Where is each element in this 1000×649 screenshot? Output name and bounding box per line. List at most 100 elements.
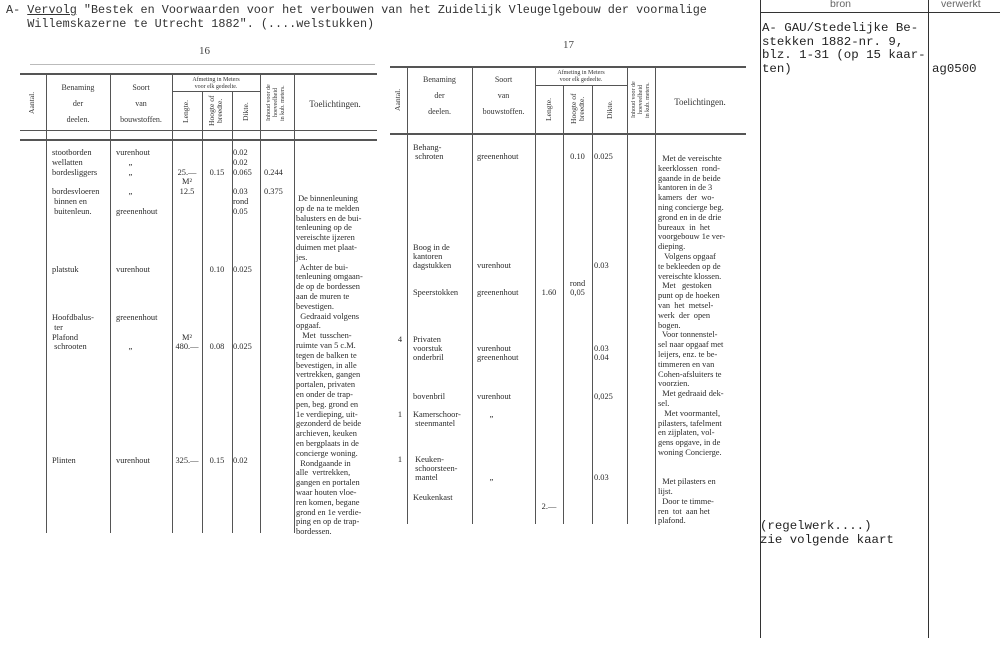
toelichtingen-16: De binnenleuning op de na te melden balu…: [296, 194, 363, 537]
col-line: [202, 91, 203, 533]
header-hoogte: Hoogte of breedte.: [207, 95, 224, 127]
header-inhoud: Inhoud voor de hoeveelheid in kub. meter…: [266, 84, 286, 122]
col-line: [260, 75, 261, 533]
verwerkt-code: ag0500: [932, 62, 977, 76]
card-note: (regelwerk....) zie volgende kaart: [760, 519, 894, 547]
soort-cell: vurenhout: [477, 392, 511, 401]
dikte-cell: 0.03: [594, 261, 609, 271]
dikte-cell: 0.02 0.02 0.065 0.03 rond 0.05: [233, 148, 252, 216]
col-line: [232, 91, 233, 533]
document-title: A- Vervolg "Bestek en Voorwaarden voor h…: [6, 3, 707, 31]
panel-header-rule: [760, 12, 1000, 13]
col-line: [563, 85, 564, 524]
dikte-cell: 0,025: [594, 392, 613, 401]
header-aantal: Aantal.: [393, 88, 402, 112]
dikte-cell: 0.025: [594, 152, 613, 162]
toelichtingen-17: Met de vereischte keerklossen rond- gaan…: [658, 154, 726, 526]
benaming-cell: Boog in de kantoren dagstukken: [413, 243, 452, 271]
header-dikte: Dikte.: [605, 100, 614, 120]
header-afmeting: Afmeting in Meters voor elk gedeelte.: [192, 77, 240, 90]
header-soort: Soort van bouwstoffen.: [120, 83, 162, 124]
benaming-cell: Plinten: [52, 456, 76, 465]
rule: [30, 64, 375, 65]
col-line: [627, 68, 628, 524]
lengte-cell: 325.—: [175, 456, 199, 465]
header-bottom-rule: [20, 130, 377, 131]
page-number-16: 16: [199, 45, 210, 57]
soort-cell: vurenhout greenenhout: [477, 344, 519, 363]
hoogte-cell: 0.10: [570, 152, 585, 162]
aantal-cell: 1: [397, 410, 403, 419]
col-line: [535, 68, 536, 524]
col-line: [655, 68, 656, 524]
header-top-rule: [390, 66, 746, 68]
header-lengte: Lengte.: [181, 100, 190, 123]
bron-header: bron: [830, 0, 852, 10]
lengte-cell: M² 480.—: [175, 332, 199, 352]
soort-cell: „: [489, 473, 494, 483]
dikte-cell: 0.03: [594, 473, 609, 483]
inhoud-cell: 0.244 0.375: [264, 167, 283, 197]
vervolg-label: Vervolg: [27, 3, 77, 17]
title-prefix: A-: [6, 3, 28, 17]
header-inhoud: Inhoud voor de hoeveelheid in kub. meter…: [631, 81, 651, 119]
benaming-cell: platstuk: [52, 265, 79, 274]
header-dikte: Dikte.: [241, 102, 250, 121]
soort-cell: vurenhout „ „ „ greenenhout: [116, 148, 158, 216]
header-hoogte: Hoogte of breedte.: [569, 93, 586, 125]
hoogte-cell: rond 0,05: [569, 279, 586, 298]
col-line: [46, 75, 47, 533]
benaming-cell: Keukenkast: [413, 493, 453, 502]
afmeting-rule: [172, 91, 260, 92]
soort-cell: greenenhout: [477, 288, 519, 298]
col-line: [592, 85, 593, 524]
lengte-cell: 25.— M² 12.5: [177, 167, 197, 197]
hoogte-cell: 0.15: [209, 167, 225, 177]
col-line: [110, 75, 111, 533]
bron-text: A- GAU/Stedelijke Be- stekken 1882-nr. 9…: [762, 21, 926, 76]
benaming-cell: Speerstokken: [413, 288, 459, 298]
hoogte-cell: 0.15: [209, 456, 225, 465]
col-line: [407, 68, 408, 524]
header-soort: Soort van bouwstoffen.: [482, 75, 525, 116]
benaming-cell: Keuken- schoorsteen- mantel: [415, 455, 458, 483]
benaming-cell: Behang- schroten: [413, 143, 444, 162]
soort-cell: vurenhout: [116, 265, 150, 274]
header-bottom-rule: [390, 133, 746, 135]
page-number-17: 17: [563, 39, 574, 51]
header-benaming: Benaming der deelen.: [61, 83, 95, 124]
benaming-cell: Hoofdbalus- ter Plafond schrooten: [52, 313, 94, 352]
title-line-1: "Bestek en Voorwaarden voor het verbouwe…: [76, 3, 707, 17]
afmeting-rule: [535, 85, 627, 86]
aantal-cell: 1: [397, 455, 403, 464]
soort-cell: greenenhout: [477, 152, 519, 162]
panel-border-left: [760, 0, 761, 638]
benaming-cell: stootborden wellatten bordesliggers bord…: [52, 148, 100, 216]
header-benaming: Benaming der deelen.: [423, 75, 456, 116]
col-line: [294, 75, 295, 533]
soort-cell: greenenhout „: [116, 313, 158, 352]
header-aantal: Aantal.: [27, 91, 36, 115]
benaming-cell: Kamerschoor- steenmantel: [413, 410, 461, 429]
panel-border-middle: [928, 0, 929, 638]
header-top-rule: [20, 73, 377, 75]
soort-cell: vurenhout: [116, 456, 150, 465]
col-line: [472, 68, 473, 524]
header-lengte: Lengte.: [544, 98, 553, 122]
header-afmeting: Afmeting in Meters voor elk gedeelte.: [557, 70, 605, 83]
lengte-cell: 2.—: [541, 502, 557, 512]
header-toelichtingen: Toelichtingen.: [309, 99, 361, 109]
benaming-cell: Privaten voorstuk onderbril: [413, 335, 444, 363]
hoogte-cell: 0.10: [209, 265, 225, 274]
title-line-2: Willemskazerne te Utrecht 1882". (....we…: [6, 17, 375, 31]
dikte-cell: 0.025: [233, 265, 252, 274]
dikte-cell: 0.03 0.04: [594, 344, 609, 363]
verwerkt-header: verwerkt: [941, 0, 981, 10]
benaming-cell: bovenbril: [413, 392, 446, 401]
soort-cell: vurenhout: [477, 261, 511, 271]
dikte-cell: 0.02: [233, 456, 248, 465]
body-top-rule: [20, 139, 377, 141]
hoogte-cell: 0.08: [209, 342, 225, 352]
col-line: [172, 75, 173, 533]
aantal-cell: 4: [397, 335, 403, 344]
